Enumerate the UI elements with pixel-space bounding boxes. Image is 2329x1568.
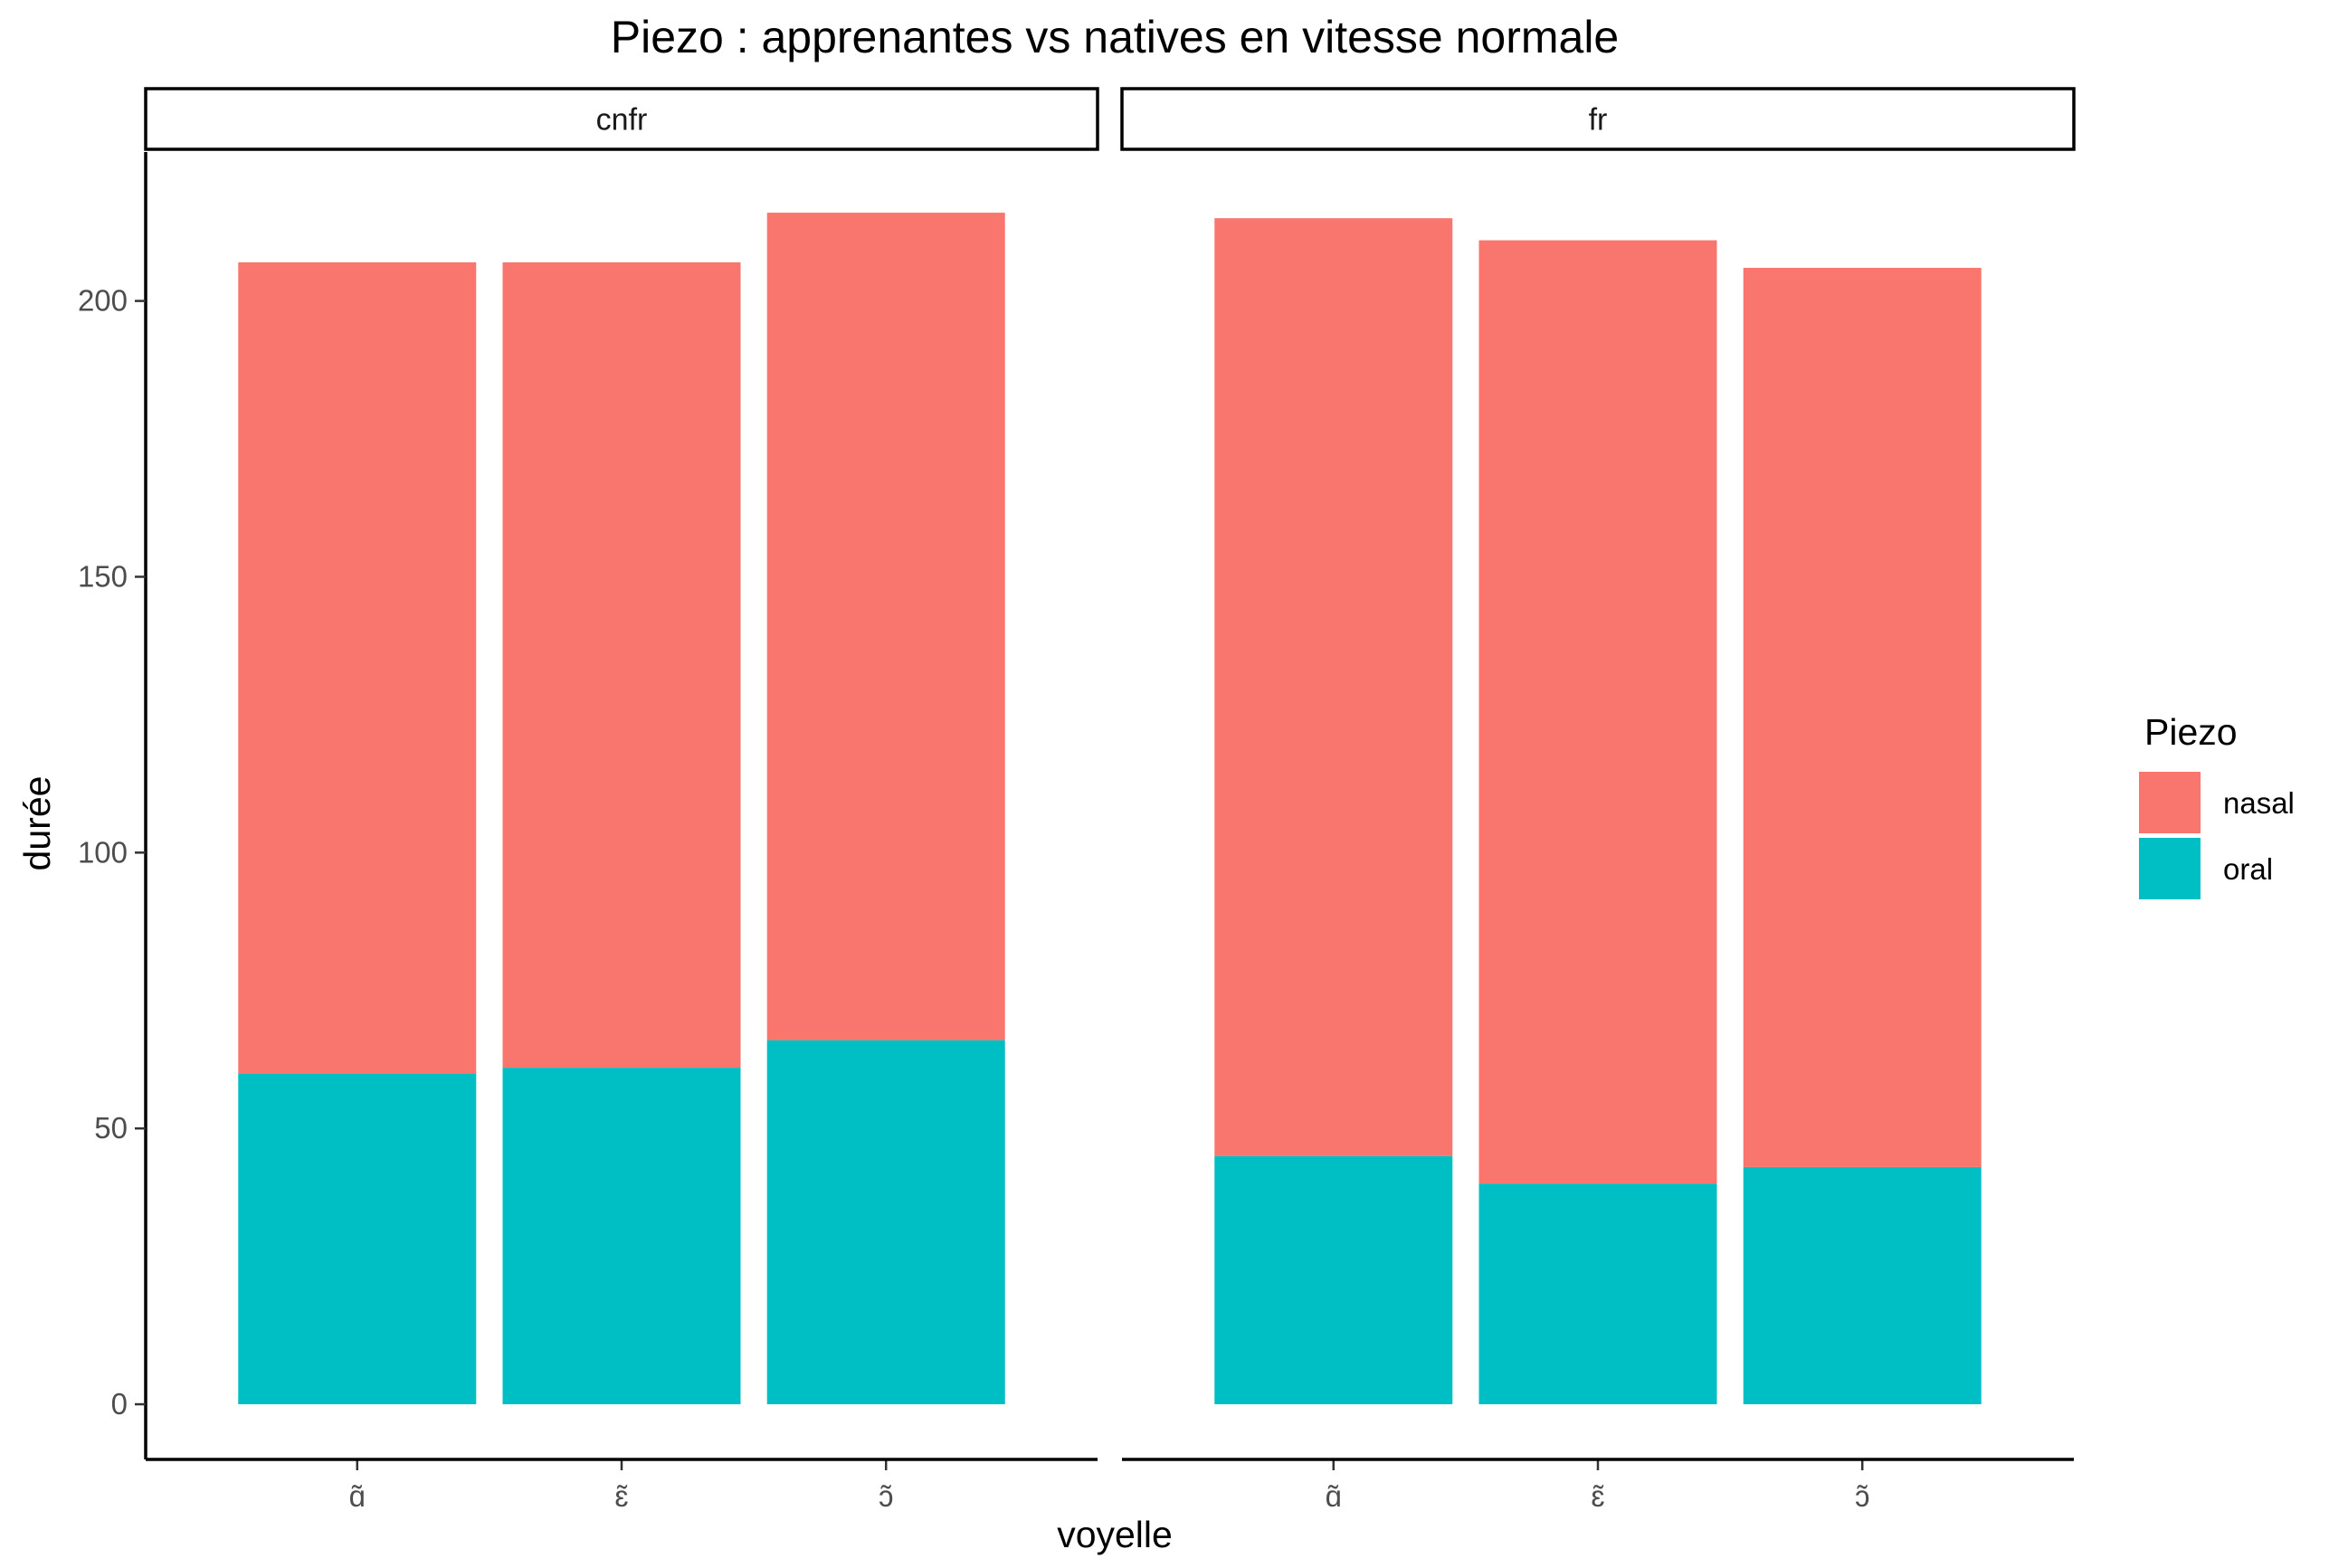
facet-strip bbox=[144, 87, 1099, 151]
legend-title: Piezo bbox=[2144, 711, 2238, 753]
legend-label-oral: oral bbox=[2223, 852, 2273, 886]
legend-entries: nasal oral bbox=[2139, 772, 2295, 899]
bar-cnfr-nasal-1 bbox=[238, 261, 477, 1074]
x-tick-label: ɔ̃ bbox=[879, 1479, 894, 1513]
bar-fr-oral-3 bbox=[1743, 1166, 1982, 1405]
y-tick-label: 0 bbox=[111, 1387, 128, 1421]
x-tick-label: ɑ̃ bbox=[349, 1479, 366, 1513]
facet-strip-label: cnfr bbox=[596, 103, 648, 138]
bar-fr-nasal-3 bbox=[1743, 268, 1982, 1167]
y-tick-label: 50 bbox=[94, 1111, 128, 1145]
facet-panel-fr: fr ɑ̃ ɛ̃ ɔ̃ bbox=[1120, 87, 2076, 1513]
x-tick-label: ɑ̃ bbox=[1326, 1479, 1342, 1513]
x-axis-title: voyelle bbox=[1057, 1514, 1173, 1555]
bar-fr-oral-2 bbox=[1478, 1183, 1717, 1405]
y-axis-title: durée bbox=[16, 776, 58, 871]
x-tick-label: ɔ̃ bbox=[1855, 1479, 1870, 1513]
facet-panels: cnfr ɑ̃ ɛ̃ ɔ̃ 0 50 100 150 200 fr ɑ̃ ɛ̃ ɔ̃ bbox=[78, 87, 2076, 1513]
y-tick-label: 200 bbox=[78, 284, 128, 318]
x-tick-label: ɛ̃ bbox=[1591, 1479, 1604, 1513]
y-tick-label: 150 bbox=[78, 559, 128, 593]
bar-fr-oral-1 bbox=[1214, 1155, 1453, 1405]
chart-title: Piezo : apprenantes vs natives en vitess… bbox=[611, 12, 1620, 62]
legend: Piezo nasal oral bbox=[2139, 711, 2295, 899]
legend-key-nasal bbox=[2139, 772, 2201, 833]
bar-cnfr-oral-3 bbox=[766, 1040, 1005, 1405]
facet-panel-cnfr: cnfr ɑ̃ ɛ̃ ɔ̃ 0 50 100 150 200 bbox=[78, 87, 1099, 1513]
facet-strip-label: fr bbox=[1589, 103, 1608, 138]
bar-cnfr-oral-1 bbox=[238, 1073, 477, 1405]
y-tick-label: 100 bbox=[78, 835, 128, 869]
x-tick-label: ɛ̃ bbox=[614, 1479, 628, 1513]
facet-strip bbox=[1120, 87, 2076, 151]
legend-label-nasal: nasal bbox=[2223, 786, 2295, 820]
legend-key-oral bbox=[2139, 838, 2201, 899]
bar-fr-nasal-1 bbox=[1214, 218, 1453, 1156]
bar-cnfr-nasal-3 bbox=[766, 213, 1005, 1041]
bar-fr-nasal-2 bbox=[1478, 240, 1717, 1184]
bar-cnfr-nasal-2 bbox=[502, 261, 741, 1069]
bar-cnfr-oral-2 bbox=[502, 1068, 741, 1405]
